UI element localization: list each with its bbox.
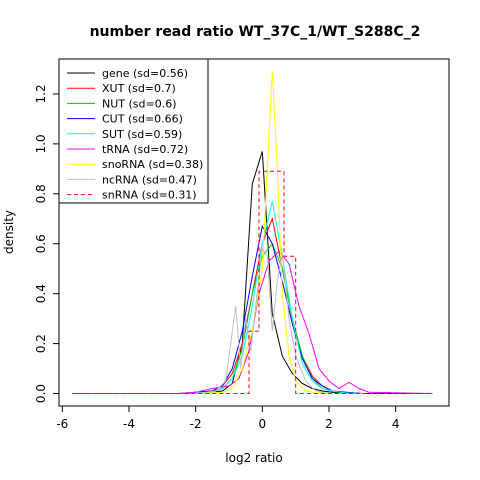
y-tick-label: 0.2 [34, 334, 48, 353]
y-tick-label: 1.0 [34, 134, 48, 153]
series-line-7 [195, 71, 330, 394]
series-line-8 [195, 247, 330, 394]
plot-frame [58, 58, 450, 407]
x-axis-label: log2 ratio [225, 451, 282, 465]
y-tick-label: 0.8 [34, 184, 48, 203]
legend-label: ncRNA (sd=0.47) [102, 173, 197, 186]
legend-label: NUT (sd=0.6) [102, 97, 177, 110]
legend-label: SUT (sd=0.59) [102, 128, 182, 141]
series-line-9 [72, 170, 433, 394]
x-axis: -6 -4 -2 0 2 4 [56, 406, 399, 431]
y-tick-label: 1.2 [34, 84, 48, 103]
chart-title: number read ratio WT_37C_1/WT_S288C_2 [90, 24, 421, 40]
y-tick-label: 0.4 [34, 284, 48, 303]
series-layer [72, 71, 433, 394]
x-tick-label: 4 [392, 417, 400, 431]
x-tick-label: 2 [325, 417, 333, 431]
series-line-4 [178, 224, 363, 394]
legend: gene (sd=0.56) XUT (sd=0.7) NUT (sd=0.6) CU… [58, 58, 209, 204]
legend-label: XUT (sd=0.7) [102, 82, 176, 95]
series-line-3 [178, 242, 363, 394]
x-tick-label: 0 [259, 417, 267, 431]
x-tick-label: -4 [123, 417, 135, 431]
legend-label: gene (sd=0.56) [102, 67, 188, 80]
series-line-5 [178, 201, 363, 394]
x-tick-label: -2 [190, 417, 202, 431]
legend-label: snoRNA (sd=0.38) [102, 158, 203, 171]
legend-label: tRNA (sd=0.72) [102, 143, 188, 156]
legend-label: CUT (sd=0.66) [102, 113, 183, 126]
y-tick-label: 0.6 [34, 234, 48, 253]
y-axis: 0.0 0.2 0.4 0.6 0.8 1.0 1.2 [34, 84, 59, 403]
y-tick-label: 0.0 [34, 384, 48, 403]
legend-label: snRNA (sd=0.31) [102, 189, 197, 202]
y-axis-label: density [2, 210, 16, 254]
series-line-6 [72, 250, 433, 394]
x-tick-label: -6 [56, 417, 68, 431]
